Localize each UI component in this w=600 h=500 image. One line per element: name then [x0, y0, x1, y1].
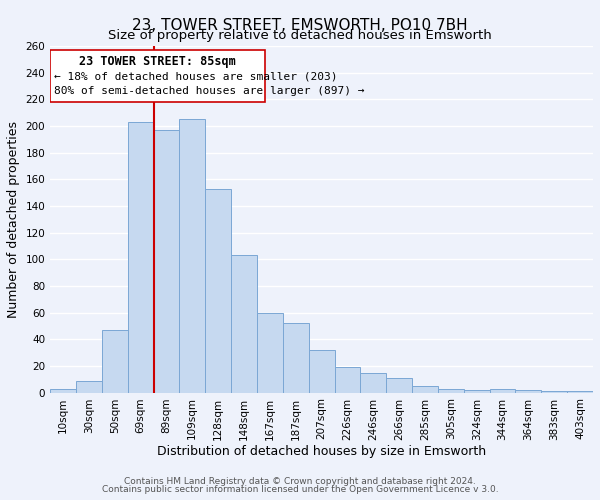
Bar [205, 188, 231, 392]
Y-axis label: Number of detached properties: Number of detached properties [7, 120, 20, 318]
Bar [128, 122, 154, 392]
Bar [154, 130, 179, 392]
Bar [102, 330, 128, 392]
Bar [179, 120, 205, 392]
Text: 23 TOWER STREET: 85sqm: 23 TOWER STREET: 85sqm [79, 56, 236, 68]
Text: Contains public sector information licensed under the Open Government Licence v : Contains public sector information licen… [101, 485, 499, 494]
Text: ← 18% of detached houses are smaller (203): ← 18% of detached houses are smaller (20… [54, 72, 337, 82]
Bar [335, 367, 361, 392]
Bar [438, 388, 464, 392]
Bar [257, 312, 283, 392]
Bar [361, 372, 386, 392]
Bar [76, 380, 102, 392]
Bar [308, 350, 335, 393]
Text: Contains HM Land Registry data © Crown copyright and database right 2024.: Contains HM Land Registry data © Crown c… [124, 477, 476, 486]
Bar [515, 390, 541, 392]
Bar [490, 388, 515, 392]
Bar [412, 386, 438, 392]
Bar [541, 391, 567, 392]
Text: 80% of semi-detached houses are larger (897) →: 80% of semi-detached houses are larger (… [54, 86, 364, 96]
Text: 23, TOWER STREET, EMSWORTH, PO10 7BH: 23, TOWER STREET, EMSWORTH, PO10 7BH [132, 18, 468, 32]
Bar [231, 255, 257, 392]
Bar [283, 323, 308, 392]
Bar [50, 388, 76, 392]
FancyBboxPatch shape [50, 50, 265, 102]
Bar [464, 390, 490, 392]
X-axis label: Distribution of detached houses by size in Emsworth: Distribution of detached houses by size … [157, 445, 486, 458]
Text: Size of property relative to detached houses in Emsworth: Size of property relative to detached ho… [108, 29, 492, 42]
Bar [567, 391, 593, 392]
Bar [386, 378, 412, 392]
